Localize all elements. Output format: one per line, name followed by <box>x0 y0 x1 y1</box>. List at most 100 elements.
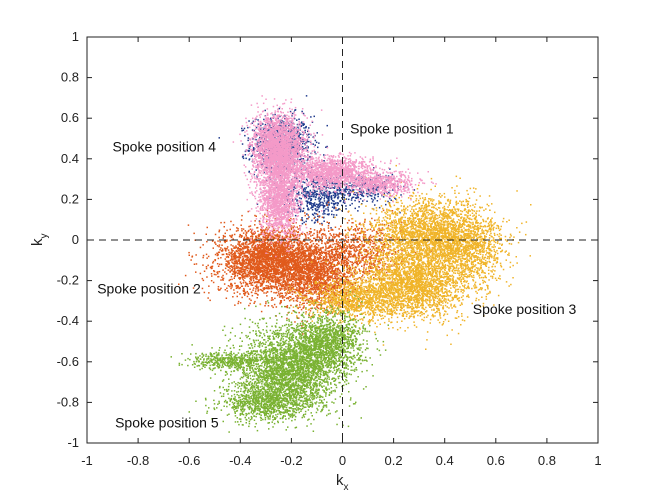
scatter-point <box>260 244 263 246</box>
scatter-point <box>293 138 295 140</box>
scatter-point <box>232 273 234 275</box>
scatter-point <box>318 215 321 217</box>
scatter-point <box>281 253 284 256</box>
scatter-point <box>231 286 233 288</box>
scatter-point <box>248 275 251 277</box>
scatter-point <box>244 270 246 272</box>
scatter-point <box>269 283 271 285</box>
scatter-point <box>224 249 227 251</box>
scatter-point <box>316 220 319 222</box>
scatter-point <box>243 290 246 293</box>
scatter-point <box>296 119 298 121</box>
scatter-point <box>314 208 317 210</box>
scatter-point <box>309 197 311 199</box>
scatter-point <box>262 246 264 248</box>
scatter-point <box>290 240 292 243</box>
scatter-point <box>230 266 233 268</box>
scatter-point <box>234 252 237 254</box>
scatter-point <box>214 233 217 236</box>
scatter-point <box>297 126 299 129</box>
scatter-point <box>290 141 292 143</box>
scatter-point <box>296 275 298 277</box>
scatter-point <box>303 233 306 235</box>
scatter-point <box>399 211 401 214</box>
scatter-point <box>242 268 245 270</box>
scatter-point <box>300 158 303 160</box>
scatter-point <box>287 297 289 299</box>
scatter-point <box>344 194 346 196</box>
scatter-point <box>250 259 252 262</box>
scatter-point <box>241 277 244 279</box>
scatter-point <box>369 194 372 197</box>
scatter-point <box>322 205 325 207</box>
scatter-point <box>247 137 250 139</box>
scatter-point <box>239 233 241 236</box>
scatter-point <box>264 274 266 277</box>
scatter-point <box>257 286 259 288</box>
scatter-point <box>242 264 244 266</box>
scatter-point <box>226 246 229 248</box>
scatter-point <box>311 121 314 123</box>
scatter-point <box>298 144 301 147</box>
scatter-point <box>252 279 255 282</box>
scatter-point <box>227 266 230 268</box>
scatter-point <box>280 279 282 281</box>
scatter-point <box>284 248 287 251</box>
scatter-point <box>259 282 262 285</box>
scatter-point <box>256 263 259 265</box>
scatter-point <box>251 294 254 297</box>
scatter-point <box>222 269 224 271</box>
scatter-point <box>275 241 277 243</box>
scatter-point <box>276 261 278 263</box>
scatter-point <box>301 186 303 188</box>
scatter-point <box>309 241 312 244</box>
scatter-point <box>313 194 315 196</box>
scatter-point <box>352 196 355 198</box>
scatter-point <box>208 292 210 294</box>
scatter-point <box>306 159 309 162</box>
scatter-point <box>248 240 251 242</box>
scatter-point <box>237 252 239 254</box>
scatter-point <box>269 273 271 275</box>
scatter-point <box>319 200 321 202</box>
scatter-point <box>268 123 270 125</box>
scatter-point <box>252 289 254 291</box>
scatter-point <box>323 160 325 162</box>
scatter-point <box>190 259 192 261</box>
scatter-point <box>275 273 277 275</box>
scatter-point <box>288 240 291 243</box>
scatter-point <box>310 183 313 185</box>
scatter-point <box>232 267 234 269</box>
scatter-point <box>325 187 327 189</box>
scatter-point <box>290 255 292 257</box>
scatter-point <box>314 196 317 198</box>
scatter-point <box>225 260 228 262</box>
scatter-point <box>273 229 276 231</box>
scatter-point <box>242 232 245 234</box>
scatter-point <box>238 258 240 261</box>
scatter-point <box>239 261 241 263</box>
scatter-point <box>223 283 226 285</box>
scatter-point <box>201 287 204 290</box>
scatter-point <box>344 202 346 204</box>
scatter-point <box>249 269 251 272</box>
scatter-point <box>292 218 295 220</box>
scatter-point <box>282 273 284 275</box>
scatter-point <box>257 271 260 273</box>
scatter-point <box>250 268 252 270</box>
scatter-point <box>252 262 254 264</box>
scatter-point <box>262 273 264 275</box>
scatter-point <box>285 236 288 239</box>
scatter-point <box>247 264 249 267</box>
scatter-point <box>274 278 276 281</box>
scatter-point <box>338 185 340 187</box>
scatter-point <box>298 191 300 193</box>
scatter-point <box>264 214 266 216</box>
scatter-point <box>236 295 238 298</box>
scatter-point <box>275 266 278 268</box>
scatter-point <box>335 214 338 216</box>
scatter-point <box>254 264 257 266</box>
scatter-point <box>270 117 272 120</box>
scatter-point <box>285 249 287 252</box>
scatter-point <box>286 235 289 238</box>
